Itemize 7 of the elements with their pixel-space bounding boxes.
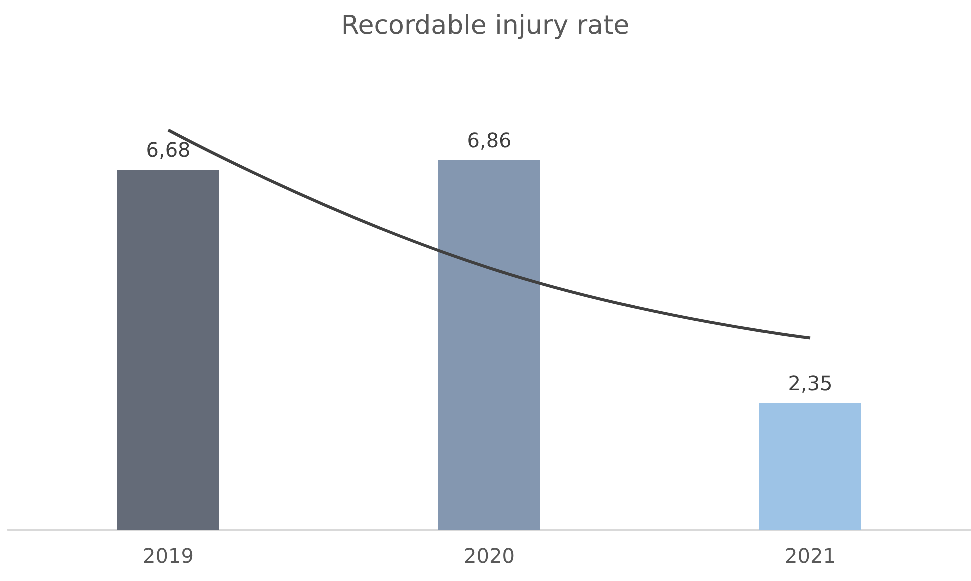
data-label: 6,68 [146,138,191,162]
x-tick-label: 2021 [785,544,836,568]
x-tick-label: 2019 [143,544,194,568]
data-label: 2,35 [788,371,833,396]
data-label: 6,86 [467,128,512,152]
chart-title: Recordable injury rate [341,11,630,41]
x-tick-label: 2020 [464,544,515,568]
